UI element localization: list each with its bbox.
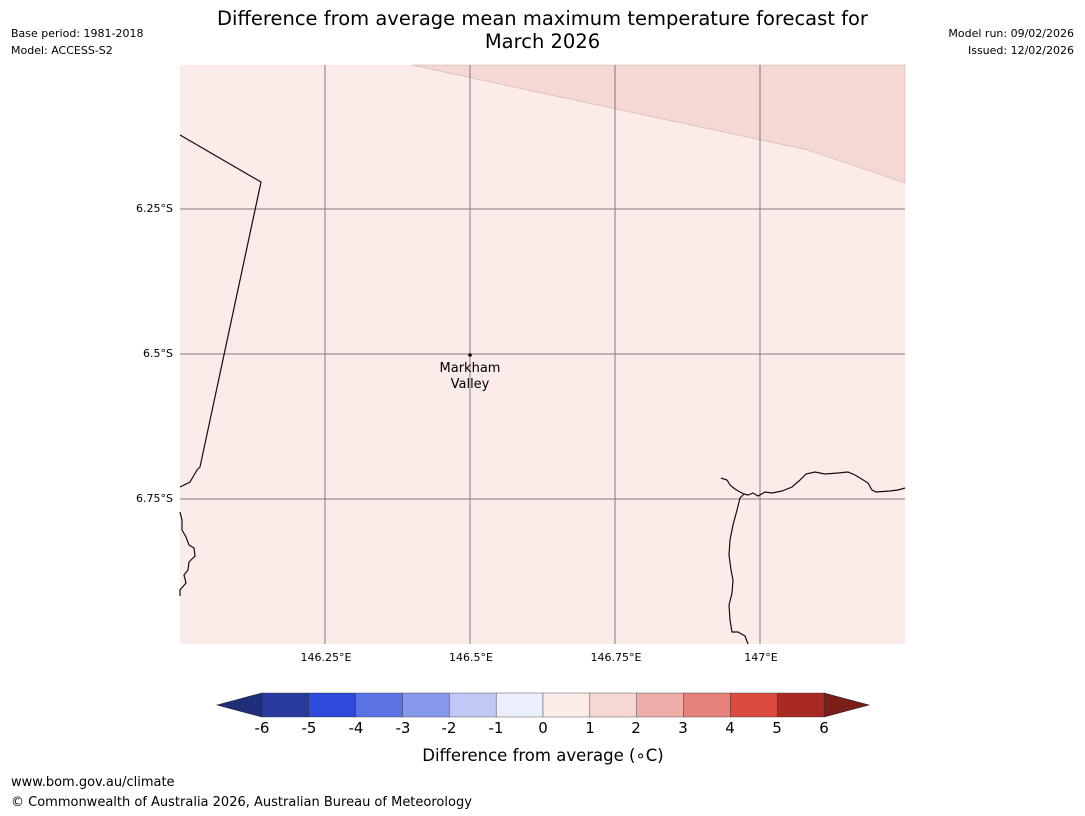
colorbar-tick: -3 [395, 719, 411, 737]
colorbar-tick: 4 [725, 719, 735, 737]
colorbar-segment [308, 692, 356, 718]
coastline-west [179, 511, 196, 596]
colorbar-segment [589, 692, 637, 718]
colorbar-segment [449, 692, 497, 718]
colorbar-tick: -1 [488, 719, 504, 737]
map-title: Difference from average mean maximum tem… [180, 7, 905, 53]
model-text: Model: ACCESS-S2 [11, 44, 113, 57]
colorbar-tick: 2 [631, 719, 641, 737]
model-run-text: Model run: 09/02/2026 [948, 27, 1074, 40]
lat-label: 6.5°S [143, 347, 173, 360]
colorbar-tick: 5 [772, 719, 782, 737]
colorbar-extend-high [823, 692, 871, 718]
colorbar-tick: 3 [678, 719, 688, 737]
colorbar-segment [261, 692, 310, 718]
base-period-text: Base period: 1981-2018 [11, 27, 144, 40]
lon-label: 146.25°E [300, 651, 352, 664]
colorbar-segment [776, 692, 825, 718]
colorbar-segment [355, 692, 403, 718]
title-line-2: March 2026 [484, 30, 601, 53]
colorbar-segment [683, 692, 731, 718]
boundary-line [179, 134, 262, 488]
metadata-left: Base period: 1981-2018 Model: ACCESS-S2 [11, 25, 143, 59]
colorbar-segment [542, 692, 591, 718]
colorbar-tick: -4 [348, 719, 364, 737]
lat-label: 6.75°S [136, 492, 173, 505]
colorbar-label: Difference from average (∘C) [422, 746, 664, 765]
place-label-line-2: Valley [451, 377, 490, 392]
lon-label: 146.75°E [590, 651, 642, 664]
colorbar-tick: 0 [538, 719, 548, 737]
coastlines-and-borders [179, 134, 906, 645]
lon-label: 146.5°E [449, 651, 493, 664]
lat-label: 6.25°S [136, 202, 173, 215]
place-label-line-1: Markham [440, 361, 501, 376]
colorbar-tick: -6 [254, 719, 270, 737]
footer-copyright: © Commonwealth of Australia 2026, Austra… [11, 795, 472, 810]
colorbar-segments [261, 692, 825, 718]
colorbar-tick: 6 [819, 719, 829, 737]
lon-label: 147°E [744, 651, 778, 664]
footer-url: www.bom.gov.au/climate [11, 775, 175, 790]
colorbar-extend-low [215, 692, 263, 718]
colorbar-segment [402, 692, 450, 718]
colorbar-segment [636, 692, 684, 718]
title-line-1: Difference from average mean maximum tem… [217, 7, 868, 30]
colorbar-tick: -2 [441, 719, 457, 737]
colorbar-segment [495, 692, 544, 718]
anomaly-region-northeast [411, 64, 906, 184]
issued-text: Issued: 12/02/2026 [967, 44, 1074, 57]
coastline-east [728, 471, 906, 645]
graticule [180, 65, 905, 644]
colorbar-segment [730, 692, 778, 718]
colorbar-tick: -5 [301, 719, 317, 737]
metadata-right: Model run: 09/02/2026 Issued: 12/02/2026 [948, 25, 1074, 59]
colorbar-tick: 1 [585, 719, 595, 737]
coastline-east-inlet [720, 477, 745, 495]
location-marker [468, 353, 472, 357]
